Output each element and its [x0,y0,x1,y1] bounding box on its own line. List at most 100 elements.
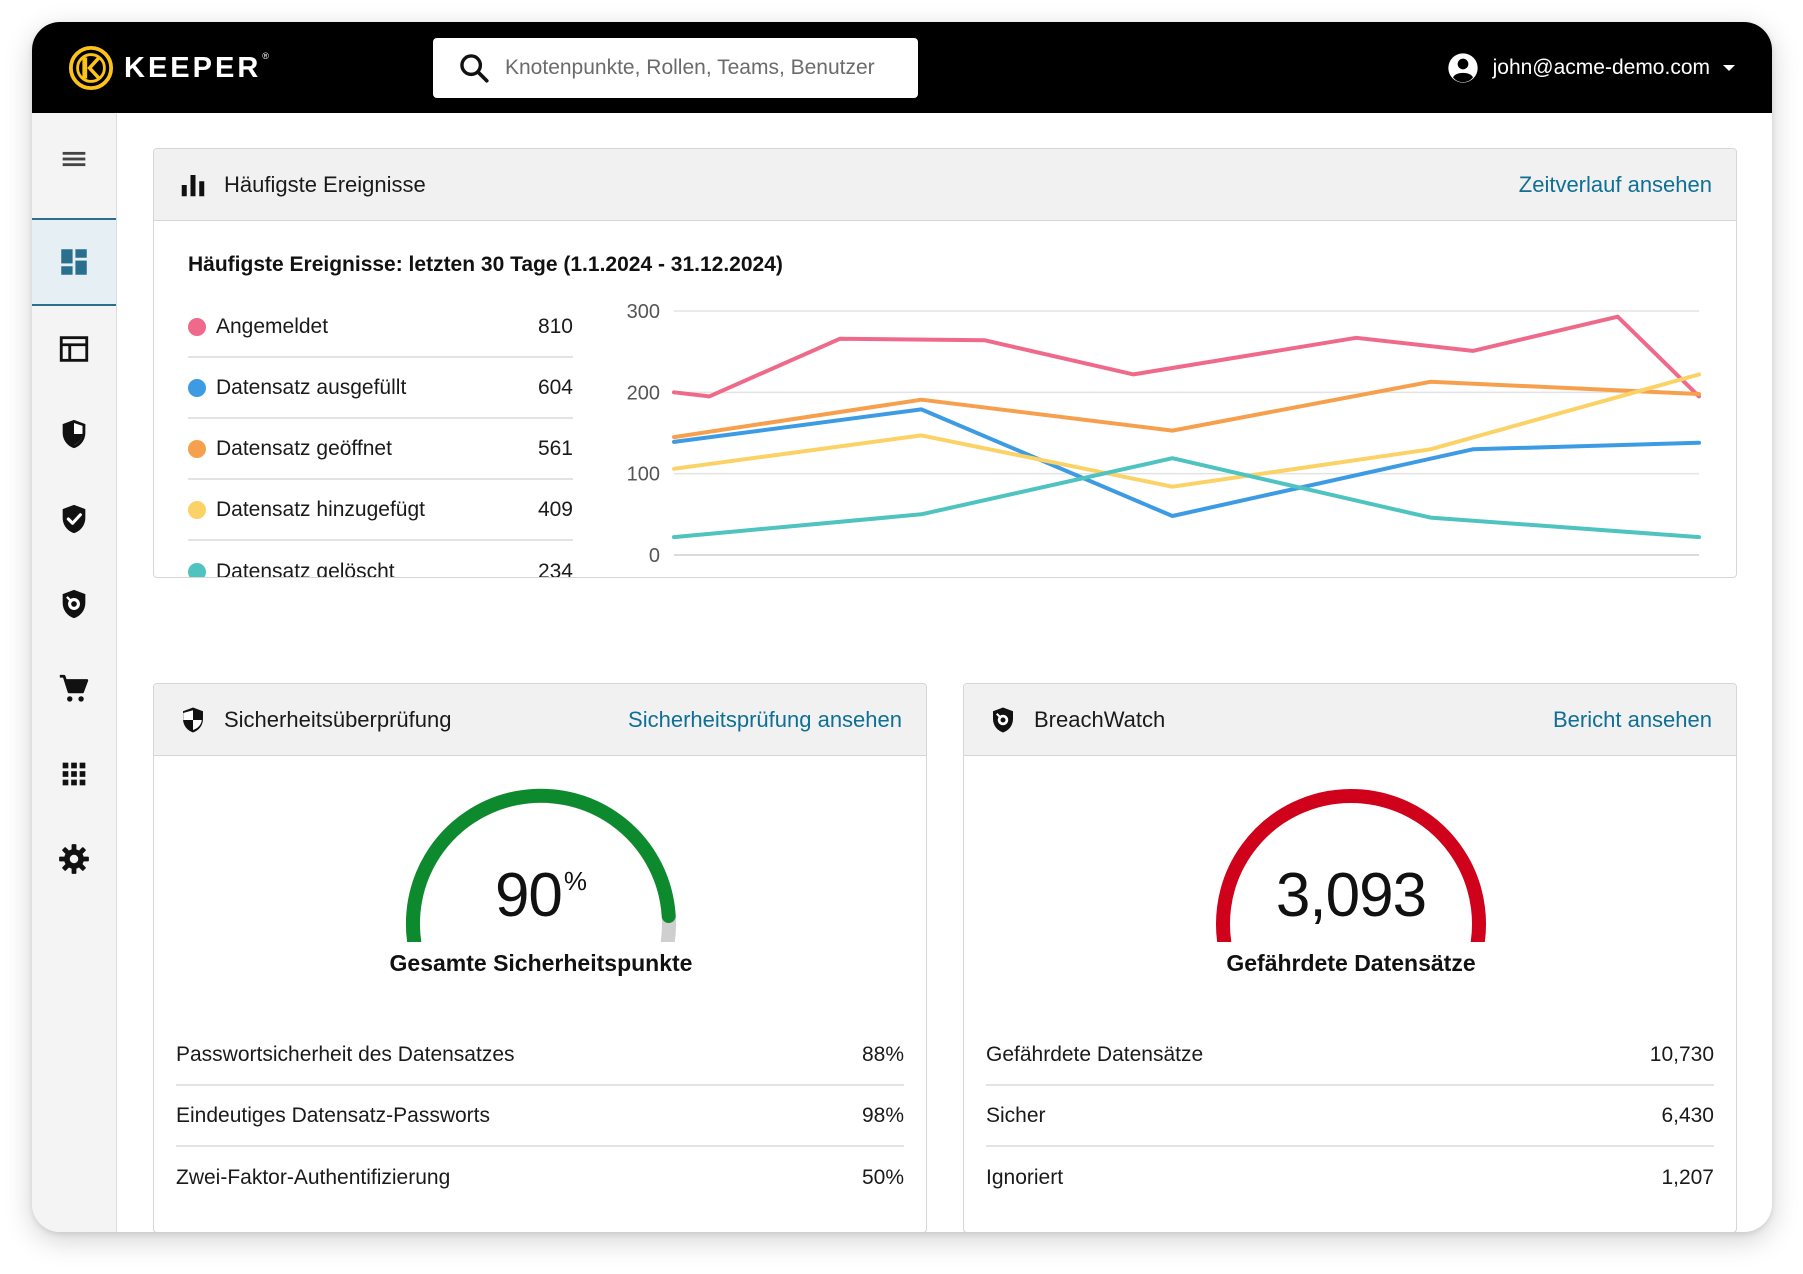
legend-item: Datensatz hinzugefügt 409 [188,480,573,541]
series-line [672,372,1701,489]
keeper-logo-icon [68,45,114,91]
legend-color-dot [188,439,206,458]
y-tick-label: 0 [649,545,660,567]
layout-panel-icon [59,336,89,362]
breach-stats: Gefährdete Datensätze 10,730 Sicher 6,43… [986,1025,1714,1208]
stat-label: Passwortsicherheit des Datensatzes [176,1042,515,1066]
sidebar-item-compliance[interactable] [32,489,116,549]
y-tick-label: 200 [627,382,660,404]
user-menu[interactable]: john@acme-demo.com [1447,48,1736,88]
security-score-caption: Gesamte Sicherheitspunkte [389,950,693,976]
bar-chart-icon [181,174,205,196]
legend-value: 409 [537,497,573,521]
logo-registered-mark: ® [262,51,269,61]
shield-icon [183,707,203,732]
view-report-link[interactable]: Bericht ansehen [1553,706,1712,732]
events-card-header: Häufigste Ereignisse Zeitverlauf ansehen [154,149,1736,221]
view-timeline-link[interactable]: Zeitverlauf ansehen [1518,171,1712,197]
search-box[interactable] [433,38,918,98]
breach-count-value: 3,093 [1275,861,1427,930]
search-input[interactable] [505,56,905,80]
legend-item: Angemeldet 810 [188,297,573,358]
sidebar-item-apps[interactable] [32,744,116,804]
search-icon [460,54,489,83]
events-line-chart: 0100200300Dez. 1Dez. 7Dez. 15Dez. 22Dez.… [627,301,1701,567]
shopping-cart-icon [59,674,89,702]
chevron-down-icon [1723,65,1735,71]
account-circle-icon [1447,53,1478,83]
stat-row: Ignoriert 1,207 [986,1147,1714,1208]
legend-label: Angemeldet [216,314,329,338]
events-subtitle: Häufigste Ereignisse: letzten 30 Tage (1… [188,253,783,276]
series-line [672,456,1701,540]
sidebar [32,113,117,1232]
stat-value: 10,730 [1649,1042,1714,1066]
top-bar: KEEPER ® john@acme-demo.com [32,22,1772,113]
security-audit-card: Sicherheitsüberprüfung Sicherheitsprüfun… [153,683,927,1232]
security-stats: Passwortsicherheit des Datensatzes 88% E… [176,1025,904,1208]
security-score-gauge [405,788,676,942]
keeper-logo[interactable]: KEEPER ® [68,44,269,92]
gear-icon [59,844,89,874]
stat-value: 98% [861,1103,904,1127]
legend-color-dot [188,500,206,519]
stat-label: Sicher [986,1103,1046,1127]
breachwatch-shield-icon [993,707,1013,732]
shield-check-icon [62,504,86,534]
legend-item: Datensatz gelöscht 234 [188,541,573,578]
sidebar-item-admin-console[interactable] [32,319,116,379]
legend-item: Datensatz ausgefüllt 604 [188,358,573,419]
sidebar-item-dashboard[interactable] [32,218,116,306]
sidebar-item-shop[interactable] [32,659,116,719]
events-legend: Angemeldet 810 Datensatz ausgefüllt 604 … [188,297,573,578]
user-email: john@acme-demo.com [1492,56,1710,79]
breach-count-caption: Gefährdete Datensätze [1226,950,1476,976]
stat-label: Ignoriert [986,1165,1064,1189]
series-line [672,379,1701,440]
events-card: Häufigste Ereignisse Zeitverlauf ansehen… [153,148,1737,578]
breachwatch-card: BreachWatch Bericht ansehen 3,093 Gefähr… [963,683,1737,1232]
legend-color-dot [188,378,206,397]
shield-icon [62,419,86,449]
gauge-arc [405,788,676,942]
app-window: KEEPER ® john@acme-demo.com [32,22,1772,1232]
legend-value: 810 [537,314,573,338]
hamburger-menu-icon [62,151,86,167]
stat-row: Eindeutiges Datensatz-Passworts 98% [176,1086,904,1147]
legend-label: Datensatz gelöscht [216,559,395,578]
legend-label: Datensatz ausgefüllt [216,375,407,399]
y-tick-label: 100 [627,464,660,486]
breachwatch-card-title: BreachWatch [1034,706,1166,732]
sidebar-item-security-audit[interactable] [32,404,116,464]
gauge-arc [1216,788,1486,942]
view-security-audit-link[interactable]: Sicherheitsprüfung ansehen [628,706,902,732]
stat-value: 6,430 [1661,1103,1714,1127]
stat-label: Eindeutiges Datensatz-Passworts [176,1103,490,1127]
events-card-title: Häufigste Ereignisse [224,171,426,197]
logo-text: KEEPER [124,51,262,84]
legend-color-dot [188,317,206,336]
stat-label: Gefährdete Datensätze [986,1042,1204,1066]
legend-value: 561 [537,436,573,460]
sidebar-item-menu[interactable] [32,129,116,189]
dashboard-icon [61,249,87,275]
stat-value: 88% [861,1042,904,1066]
legend-label: Datensatz geöffnet [216,436,392,460]
security-score-unit: % [563,866,588,896]
apps-grid-icon [62,762,86,786]
security-card-title: Sicherheitsüberprüfung [224,706,452,732]
sidebar-item-settings[interactable] [32,829,116,889]
security-card-header: Sicherheitsüberprüfung Sicherheitsprüfun… [154,684,926,756]
legend-value: 234 [537,559,573,578]
breach-count-gauge [1216,788,1486,942]
series-line [672,314,1701,399]
y-tick-label: 300 [627,301,660,323]
security-score-value: 90% [391,860,691,931]
breachwatch-shield-icon [62,589,86,619]
legend-label: Datensatz hinzugefügt [216,497,425,521]
legend-item: Datensatz geöffnet 561 [188,419,573,480]
stat-row: Passwortsicherheit des Datensatzes 88% [176,1025,904,1086]
legend-color-dot [188,562,206,577]
security-score-number: 90 [494,861,563,930]
sidebar-item-breachwatch[interactable] [32,574,116,634]
